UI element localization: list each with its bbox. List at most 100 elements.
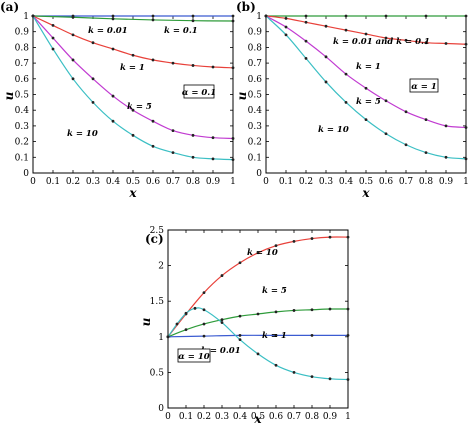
panel-c-curve-k-5-point <box>256 312 260 316</box>
panel-a-x-tick-label: 0.4 <box>106 177 121 187</box>
panel-c-x-tick-label: 0.1 <box>179 412 193 422</box>
panel-a-curve-k-10-point <box>171 151 175 154</box>
panel-c-curve-k-10-point <box>346 235 350 239</box>
panel-b-curve-k-10-point <box>344 100 348 104</box>
panel-a-curve-k-1-point <box>51 24 55 27</box>
panel-b-x-tick-label: 0.7 <box>399 177 414 187</box>
panel-b-curve-k-10-point <box>404 143 408 147</box>
panel-a-curve-k-10-point <box>31 14 35 18</box>
panel-c-curve-k-0-01-point <box>328 377 332 381</box>
panel-a-curve-k-0-01-point <box>191 14 195 18</box>
panel-a-x-tick-label: 0.3 <box>86 177 101 187</box>
panel-c-x-tick-label: 0 <box>165 412 171 422</box>
panel-b-curve-k-0-01-and-k-0-1-point <box>464 14 468 18</box>
panel-c-curve-k-10-point <box>202 291 206 295</box>
panel-a-curve-k-1-point <box>111 47 115 51</box>
panel-c-y-tick-label: 2 <box>158 262 164 272</box>
panel-a-curve-k-5-point <box>151 119 155 123</box>
panel-c-curve-k-1-point <box>274 333 278 337</box>
panel-b-curve-k-10-point <box>424 151 428 154</box>
panel-a-curve-k-0-01-point <box>111 14 115 18</box>
panel-c-curve-k-5-point <box>202 322 206 326</box>
panel-a-curve-k-10-point <box>51 47 55 51</box>
panel-c-curve-k-10-point <box>328 235 332 239</box>
panel-a-y-tick-label: 0.8 <box>15 43 30 53</box>
panel-b-curve-k-10-point <box>384 132 388 136</box>
panel-a: (a) 0 0.1 0.2 0.3 0.4 0.5 0.6 0.7 0.8 0.9 1 0 0.1 0.… <box>0 0 236 200</box>
panel-b-label-k-1: k = 1 <box>356 62 381 72</box>
panel-a-x-tick-label: 0.8 <box>186 177 201 187</box>
panel-c-label-k-0-01: k = 0.01 <box>201 346 241 356</box>
panel-a-y-tick-label: 1 <box>23 12 29 22</box>
panel-b-curve-k-1-point <box>344 28 348 32</box>
panel-c-curve-k-0-01-point <box>202 308 206 312</box>
panel-a-x-tick-label: 0.5 <box>126 177 141 187</box>
panel-a-curve-k-1-point <box>171 61 175 65</box>
panel-a-y-tick-label: 0.5 <box>15 91 30 101</box>
panel-a-y-tick-label: 0.6 <box>15 75 30 85</box>
panel-a-y-tick-label: 0.7 <box>15 59 30 69</box>
panel-c-curve-k-0-01-point <box>184 311 188 315</box>
panel-c-x-tick-label: 1 <box>345 412 351 422</box>
panel-b-y-tick-label: 0 <box>256 169 262 179</box>
panel-a-curve-k-5-point <box>231 137 235 140</box>
panel-b-x-tick-label: 0.2 <box>299 177 313 187</box>
panel-a-curve-k-5 <box>32 15 234 140</box>
panel-b-curve-k-1-point <box>284 16 288 20</box>
panel-b-curve-k-1-point <box>384 36 388 40</box>
panel-b-curve-k-10-point <box>464 157 468 161</box>
panel-a-x-label: x <box>128 186 137 200</box>
panel-b-y-tick-label: 0.1 <box>248 153 262 163</box>
panel-c-letter: (c) <box>145 232 164 246</box>
panel-b-label-k-5: k = 5 <box>356 97 381 107</box>
panel-c-curve-k-5-point <box>346 307 350 311</box>
panel-c-y-tick-label: 2.5 <box>150 226 165 236</box>
panel-b-curve-k-5-point <box>384 99 388 103</box>
panel-c-curve-k-1 <box>167 334 348 338</box>
panel-c-curve-k-0-01-point <box>346 378 350 381</box>
panel-b-curve-k-0-01-and-k-0-1-point <box>384 14 388 18</box>
panel-c-x-ticks: 0 0.1 0.2 0.3 0.4 0.5 0.6 0.7 0.8 0.9 1 <box>165 230 351 422</box>
panel-c-param-label: α = 10 <box>178 352 209 362</box>
panel-b-x-tick-label: 0.9 <box>439 177 454 187</box>
panel-a-curve-k-0-01-point <box>151 14 155 18</box>
panel-b-x-tick-label: 1 <box>463 177 469 187</box>
panel-b-curve-k-1-point <box>444 42 448 45</box>
panel-b: (b) 0 0.1 0.2 0.3 0.4 0.5 0.6 0.7 0.8 0.9 1 0 0.1 0.… <box>235 0 469 200</box>
panel-a-y-tick-label: 0.1 <box>15 153 29 163</box>
panel-c-curve-k-5-point <box>184 328 188 332</box>
panel-c-curve-k-5-point <box>238 314 242 318</box>
panel-b-curve-k-0-01-and-k-0-1-point <box>424 14 428 18</box>
panel-a-curve-k-1-point <box>91 41 95 45</box>
panel-a-y-tick-label: 0 <box>23 169 29 179</box>
panel-a-curve-k-10-point <box>191 155 195 159</box>
panel-c-curve-k-0-01-point <box>193 306 197 310</box>
panel-b-x-tick-label: 0.3 <box>319 177 334 187</box>
panel-b-curve-k-1-point <box>324 24 328 28</box>
panel-b-curve-k-1-point <box>304 20 308 24</box>
panel-a-curve-k-0-1-point <box>111 17 115 21</box>
panel-b-y-tick-label: 0.9 <box>248 28 263 38</box>
panel-b-y-tick-label: 0.8 <box>248 43 263 53</box>
panel-a-curve-k-10-point <box>231 158 235 162</box>
panel-a-y-tick-label: 0.3 <box>15 122 30 132</box>
panel-a-label-k-0-1: k = 0.1 <box>164 26 198 36</box>
panel-b-curve-k-10-point <box>264 14 268 18</box>
panel-c-curve-k-1-point <box>202 334 206 338</box>
panel-a-curve-k-0-1 <box>32 15 234 22</box>
panel-b-x-ticks: 0 0.1 0.2 0.3 0.4 0.5 0.6 0.7 0.8 0.9 1 <box>263 16 469 187</box>
panel-a-curve-k-1 <box>32 15 234 69</box>
panel-a-curve-k-0-1-point <box>231 19 235 23</box>
panel-b-curve-k-5-point <box>424 118 428 122</box>
panel-c-curve-k-10-point <box>238 261 242 265</box>
panel-a-curve-k-0-01-point <box>231 14 235 18</box>
panel-c-curves <box>166 235 350 381</box>
panel-c-x-label: x <box>253 412 262 426</box>
panel-b-curve-k-1-point <box>404 38 408 42</box>
panel-b-curve-k-5-point <box>284 25 288 29</box>
panel-b-x-tick-label: 0.8 <box>419 177 434 187</box>
panel-b-y-tick-label: 0.2 <box>248 138 262 148</box>
panel-a-curve-k-0-1-point <box>151 18 155 22</box>
panel-b-curve-k-5-point <box>404 110 408 114</box>
panel-b-x-tick-label: 0 <box>263 177 269 187</box>
